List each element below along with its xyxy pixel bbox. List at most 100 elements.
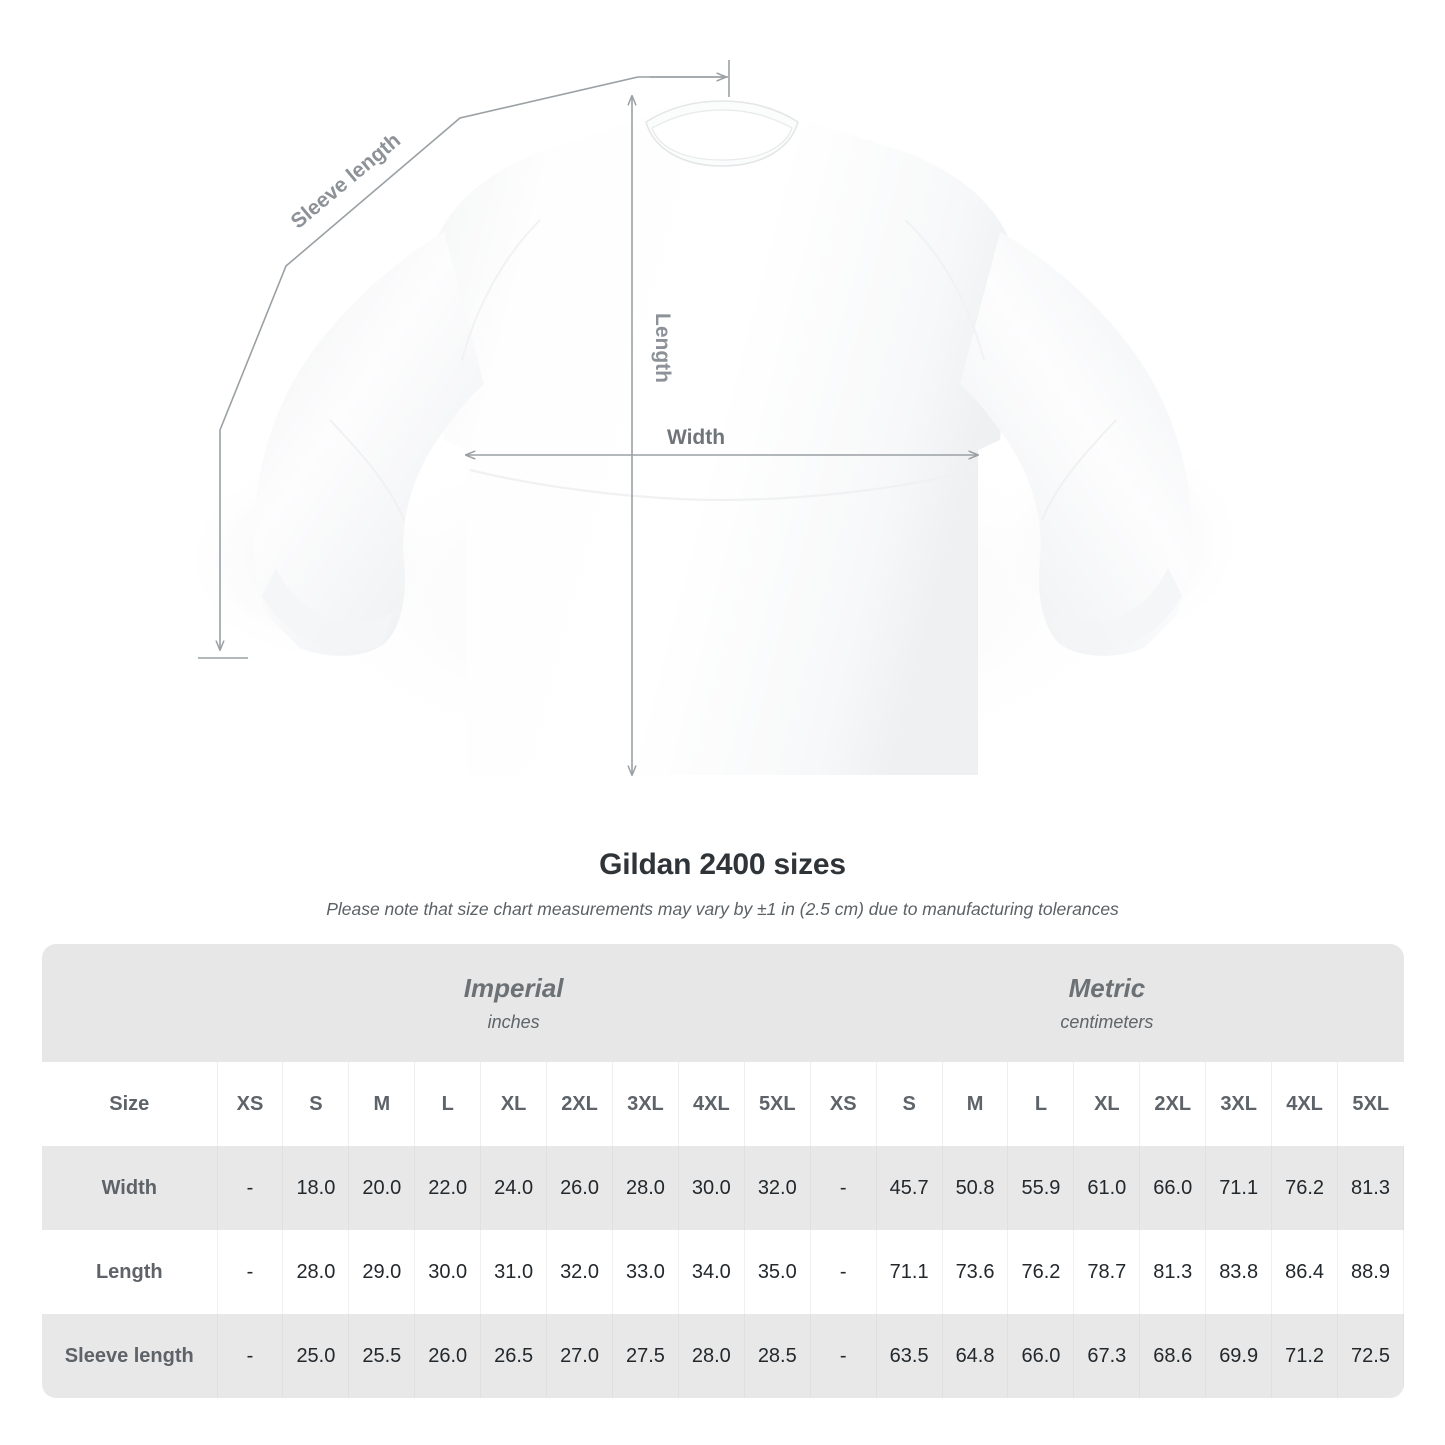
cell-width-imp-8: 32.0	[744, 1146, 811, 1230]
cell-width-imp-1: 18.0	[282, 1146, 350, 1230]
size-col-10: S	[876, 1062, 943, 1146]
cell-length-imp-7: 34.0	[678, 1230, 745, 1314]
size-col-17: 5XL	[1337, 1062, 1404, 1146]
cell-length-met-1: 71.1	[876, 1230, 943, 1314]
cell-length-imp-6: 33.0	[612, 1230, 679, 1314]
cell-length-imp-8: 35.0	[744, 1230, 811, 1314]
cell-sleeve-imp-3: 26.0	[414, 1314, 482, 1398]
cell-sleeve-imp-1: 25.0	[282, 1314, 350, 1398]
size-table: Imperial inches Metric centimeters Size …	[42, 944, 1404, 1398]
row-label-sleeve-length: Sleeve length	[42, 1314, 218, 1398]
cell-length-imp-1: 28.0	[282, 1230, 350, 1314]
cell-width-met-4: 61.0	[1073, 1146, 1141, 1230]
cell-length-met-5: 81.3	[1139, 1230, 1207, 1314]
size-col-12: L	[1007, 1062, 1075, 1146]
cell-length-met-8: 88.9	[1337, 1230, 1404, 1314]
cell-width-met-3: 55.9	[1007, 1146, 1075, 1230]
cell-length-imp-0: -	[217, 1230, 284, 1314]
tolerance-note: Please note that size chart measurements…	[326, 899, 1119, 919]
cell-sleeve-met-3: 66.0	[1007, 1314, 1075, 1398]
cell-width-imp-2: 20.0	[348, 1146, 416, 1230]
size-col-5: 2XL	[546, 1062, 613, 1146]
unit-spacer-cell	[42, 944, 218, 1062]
cell-sleeve-met-7: 71.2	[1271, 1314, 1339, 1398]
table-row: Width - 18.0 20.0 22.0 24.0 26.0 28.0 30…	[42, 1146, 1404, 1230]
size-header-label: Size	[42, 1062, 218, 1146]
cell-length-imp-5: 32.0	[546, 1230, 613, 1314]
cell-length-imp-2: 29.0	[348, 1230, 416, 1314]
cell-length-met-6: 83.8	[1205, 1230, 1273, 1314]
size-col-1: S	[282, 1062, 350, 1146]
cell-length-met-4: 78.7	[1073, 1230, 1141, 1314]
cell-sleeve-met-1: 63.5	[876, 1314, 943, 1398]
unit-group-imperial: Imperial inches	[217, 944, 811, 1062]
cell-width-imp-6: 28.0	[612, 1146, 679, 1230]
cell-width-imp-0: -	[217, 1146, 284, 1230]
cell-width-met-2: 50.8	[942, 1146, 1009, 1230]
cell-width-met-5: 66.0	[1139, 1146, 1207, 1230]
cell-width-imp-4: 24.0	[480, 1146, 548, 1230]
size-col-15: 3XL	[1205, 1062, 1273, 1146]
length-label: Length	[651, 313, 674, 383]
cell-width-imp-3: 22.0	[414, 1146, 482, 1230]
unit-sub-metric: centimeters	[1060, 1012, 1154, 1032]
sleeve-length-dimension	[198, 60, 730, 659]
unit-name-imperial: Imperial	[463, 973, 564, 1003]
cell-sleeve-imp-8: 28.5	[744, 1314, 811, 1398]
cell-length-met-0: -	[810, 1230, 877, 1314]
cell-sleeve-imp-5: 27.0	[546, 1314, 613, 1398]
size-col-6: 3XL	[612, 1062, 679, 1146]
size-col-7: 4XL	[678, 1062, 745, 1146]
cell-sleeve-met-6: 69.9	[1205, 1314, 1273, 1398]
size-col-13: XL	[1073, 1062, 1141, 1146]
cell-sleeve-imp-4: 26.5	[480, 1314, 548, 1398]
width-label: Width	[667, 426, 725, 449]
cell-width-imp-5: 26.0	[546, 1146, 613, 1230]
cell-sleeve-met-5: 68.6	[1139, 1314, 1207, 1398]
unit-sub-imperial: inches	[487, 1012, 540, 1032]
size-col-14: 2XL	[1139, 1062, 1207, 1146]
cell-sleeve-imp-0: -	[217, 1314, 284, 1398]
heading-block: Gildan 2400 sizes Please note that size …	[0, 845, 1445, 921]
sleeve-length-label: Sleeve length	[287, 129, 405, 234]
size-header-row: Size XS S M L XL 2XL 3XL 4XL 5XL XS S M …	[42, 1062, 1404, 1146]
cell-length-met-3: 76.2	[1007, 1230, 1075, 1314]
row-label-length: Length	[42, 1230, 218, 1314]
unit-group-metric: Metric centimeters	[810, 944, 1404, 1062]
cell-width-met-7: 76.2	[1271, 1146, 1339, 1230]
cell-length-met-2: 73.6	[942, 1230, 1009, 1314]
cell-width-met-8: 81.3	[1337, 1146, 1404, 1230]
cell-sleeve-imp-7: 28.0	[678, 1314, 745, 1398]
cell-width-met-1: 45.7	[876, 1146, 943, 1230]
table-row: Sleeve length - 25.0 25.5 26.0 26.5 27.0…	[42, 1314, 1404, 1398]
garment-diagram: Sleeve length Length Width	[180, 60, 1250, 780]
cell-width-met-0: -	[810, 1146, 877, 1230]
unit-header-row: Imperial inches Metric centimeters	[42, 944, 1404, 1062]
cell-sleeve-met-0: -	[810, 1314, 877, 1398]
unit-name-metric: Metric	[1068, 973, 1146, 1003]
size-col-2: M	[348, 1062, 416, 1146]
cell-sleeve-imp-2: 25.5	[348, 1314, 416, 1398]
size-table-wrapper: Imperial inches Metric centimeters Size …	[42, 944, 1404, 1398]
size-col-11: M	[942, 1062, 1009, 1146]
size-col-4: XL	[480, 1062, 548, 1146]
page-title: Gildan 2400 sizes	[599, 848, 846, 881]
cell-width-met-6: 71.1	[1205, 1146, 1273, 1230]
garment-shape	[253, 96, 1193, 775]
table-row: Length - 28.0 29.0 30.0 31.0 32.0 33.0 3…	[42, 1230, 1404, 1314]
size-col-3: L	[414, 1062, 482, 1146]
cell-sleeve-met-2: 64.8	[942, 1314, 1009, 1398]
cell-sleeve-met-8: 72.5	[1337, 1314, 1404, 1398]
size-col-9: XS	[810, 1062, 877, 1146]
cell-length-met-7: 86.4	[1271, 1230, 1339, 1314]
row-label-width: Width	[42, 1146, 218, 1230]
cell-length-imp-3: 30.0	[414, 1230, 482, 1314]
cell-length-imp-4: 31.0	[480, 1230, 548, 1314]
size-col-16: 4XL	[1271, 1062, 1339, 1146]
size-col-8: 5XL	[744, 1062, 811, 1146]
cell-sleeve-imp-6: 27.5	[612, 1314, 679, 1398]
cell-sleeve-met-4: 67.3	[1073, 1314, 1141, 1398]
cell-width-imp-7: 30.0	[678, 1146, 745, 1230]
size-col-0: XS	[217, 1062, 284, 1146]
